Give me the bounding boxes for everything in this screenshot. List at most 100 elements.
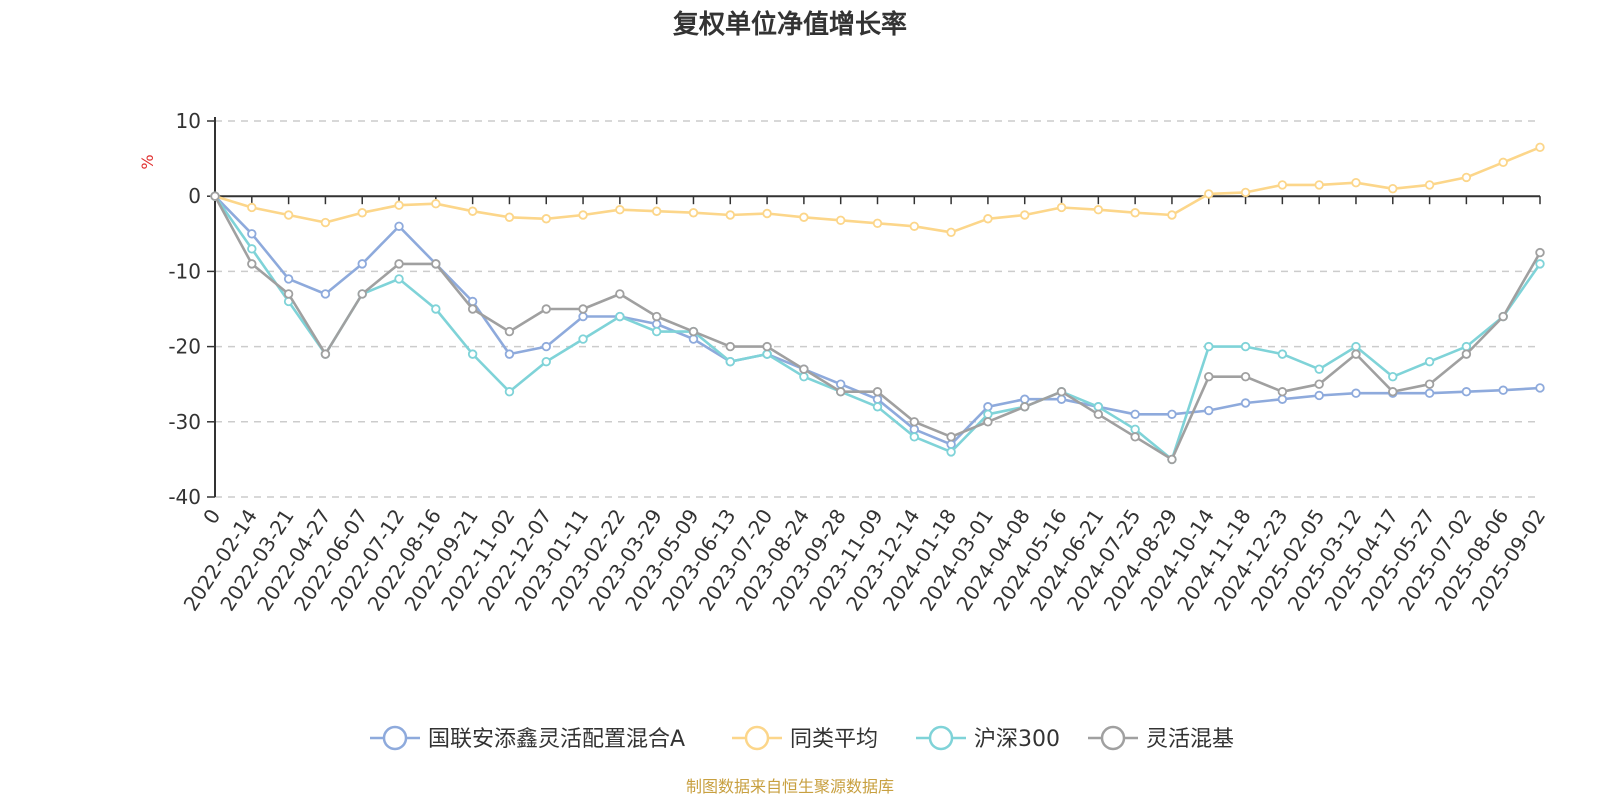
data-point [1351, 349, 1361, 359]
grid [215, 120, 1540, 498]
data-point [1535, 259, 1545, 269]
data-point [1240, 341, 1251, 352]
data-point [1277, 387, 1288, 397]
data-point [541, 304, 551, 314]
data-point [247, 259, 257, 269]
data-point [1020, 210, 1030, 220]
data-point [1388, 371, 1398, 382]
legend-label: 灵活混基 [1146, 727, 1234, 752]
data-point [1351, 341, 1361, 352]
data-point [762, 208, 772, 219]
data-point [247, 244, 257, 254]
legend-label: 沪深300 [974, 727, 1060, 752]
legend-item-1[interactable]: 同类平均 [732, 725, 878, 752]
data-point [983, 417, 993, 427]
data-point [872, 394, 883, 404]
data-point [1461, 172, 1472, 183]
data-point [1277, 180, 1288, 190]
data-point [946, 439, 956, 450]
data-point [320, 217, 331, 228]
data-point [1130, 424, 1140, 435]
data-point [1424, 180, 1435, 190]
data-point [578, 210, 588, 220]
data-point [688, 326, 699, 337]
y-tick-label: -10 [168, 259, 201, 283]
data-point [651, 311, 662, 322]
data-point [1056, 387, 1067, 397]
y-axis-unit: % [138, 154, 157, 169]
data-point [320, 289, 331, 299]
data-point [1424, 379, 1435, 389]
data-point [283, 210, 294, 220]
series-line-3 [213, 195, 1542, 461]
data-point [835, 387, 846, 397]
data-point [247, 202, 257, 213]
data-point [1424, 356, 1435, 367]
data-point [1020, 402, 1030, 412]
data-point [872, 387, 883, 397]
data-point [1277, 349, 1288, 359]
data-point [1314, 180, 1324, 190]
data-point [983, 402, 993, 412]
data-point [1056, 202, 1067, 213]
data-point [1314, 379, 1324, 389]
data-source-note: 制图数据来自恒生聚源数据库 [686, 777, 894, 796]
data-point [909, 417, 920, 427]
data-point [504, 212, 515, 222]
data-point [431, 304, 441, 314]
data-point [394, 200, 404, 210]
y-tick-label: 0 [188, 184, 201, 208]
data-point [909, 424, 920, 435]
data-point [615, 205, 625, 215]
series-line-2 [213, 195, 1542, 461]
data-point [1498, 385, 1508, 395]
data-point [1240, 371, 1251, 382]
data-point [835, 215, 846, 225]
data-point [725, 210, 735, 220]
data-point [1498, 311, 1508, 322]
data-point [909, 221, 920, 231]
data-point [1130, 432, 1140, 442]
data-point [1461, 349, 1472, 359]
data-point [357, 259, 367, 269]
legend-label: 同类平均 [790, 727, 878, 752]
data-point [1388, 387, 1398, 397]
data-point [1204, 189, 1214, 199]
data-point [357, 208, 367, 218]
data-point [1093, 402, 1104, 412]
data-point [946, 227, 956, 237]
data-point [210, 191, 220, 201]
legend-item-2[interactable]: 沪深300 [916, 725, 1060, 752]
data-point [1535, 142, 1545, 153]
data-point [1351, 388, 1361, 398]
y-tick-label: -30 [168, 410, 201, 434]
data-point [762, 341, 772, 352]
legend[interactable]: 国联安添鑫灵活配置混合A 同类平均 沪深300 灵活混基 [370, 725, 1234, 752]
series-lines [210, 142, 1545, 465]
data-point [1130, 208, 1140, 218]
data-point [725, 341, 735, 352]
data-point [541, 341, 551, 352]
data-point [467, 304, 478, 314]
data-point [1130, 409, 1140, 419]
data-point [1167, 409, 1177, 419]
data-point [578, 304, 588, 314]
data-point [983, 409, 993, 419]
data-point [872, 402, 883, 412]
legend-item-3[interactable]: 灵活混基 [1088, 725, 1234, 752]
legend-item-0[interactable]: 国联安添鑫灵活配置混合A [370, 725, 685, 752]
data-point [1277, 394, 1288, 404]
data-point [394, 274, 404, 284]
data-point [872, 218, 883, 228]
data-point [799, 212, 809, 222]
y-tick-label: 10 [176, 109, 201, 133]
data-point [946, 432, 956, 442]
data-point [983, 214, 993, 224]
data-point [615, 311, 625, 322]
legend-marker [1100, 725, 1126, 751]
data-point [1093, 409, 1104, 419]
data-point [762, 349, 772, 359]
x-tick-label: 0 [198, 505, 225, 529]
data-point [541, 356, 551, 367]
